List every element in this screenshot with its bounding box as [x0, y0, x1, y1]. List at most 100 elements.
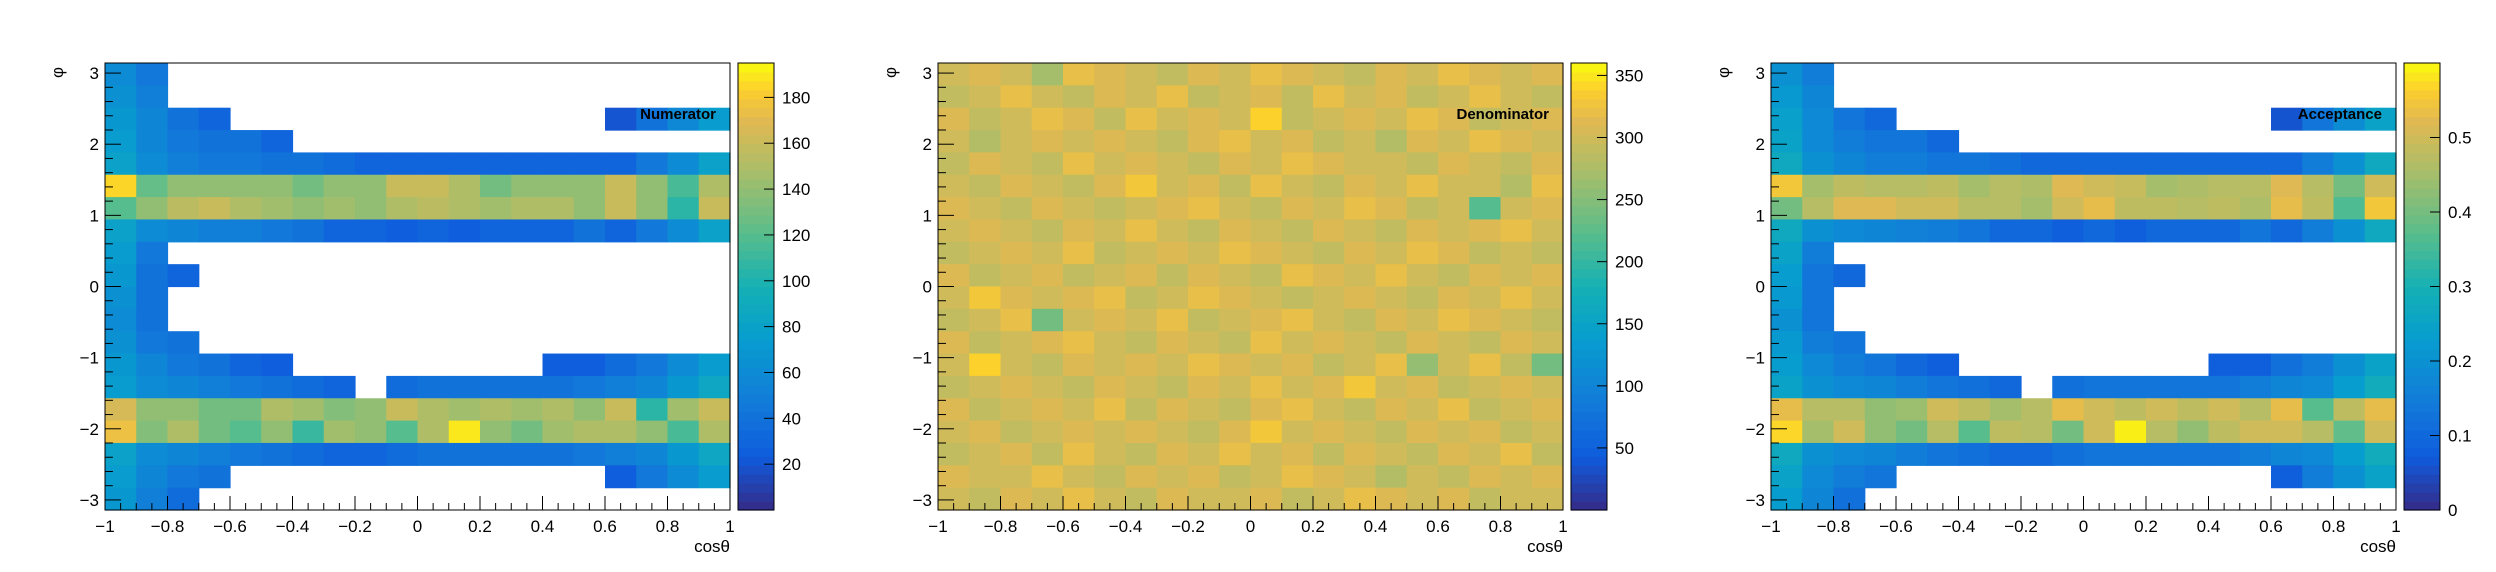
colorbar-segment	[1571, 214, 1607, 225]
heatmap-cell	[1833, 264, 1866, 288]
x-tick-label: 0.4	[2197, 517, 2221, 536]
heatmap-cell	[1406, 219, 1439, 243]
heatmap-cell	[636, 219, 669, 243]
heatmap-cell	[1281, 219, 1314, 243]
heatmap-cell	[1344, 174, 1377, 198]
heatmap-cell	[2364, 353, 2397, 377]
heatmap-cell	[1469, 487, 1502, 511]
heatmap-cell	[542, 442, 575, 466]
heatmap-cell	[1063, 442, 1095, 466]
colorbar-segment	[2404, 89, 2440, 100]
heatmap-cell	[1344, 264, 1377, 288]
y-axis-title: φ	[1714, 67, 1733, 78]
heatmap-cell	[198, 375, 231, 399]
heatmap-cell	[2271, 152, 2303, 176]
heatmap-cell	[136, 353, 169, 377]
colorbar-segment	[2404, 80, 2440, 91]
heatmap-cell	[1406, 152, 1439, 176]
colorbar-tick-label: 0.1	[2448, 427, 2472, 446]
heatmap-cell	[542, 375, 575, 399]
heatmap-cell	[1281, 375, 1314, 399]
heatmap-cell	[1864, 398, 1897, 422]
heatmap-panel-3: −1 −0.8 −0.6 −0.4 −0.2 0 0.2 0.4 0.6 0.8 1 −3 −2 −1 0 1…	[1714, 62, 2472, 556]
heatmap-cell	[1531, 286, 1564, 310]
heatmap-cell	[1438, 130, 1470, 153]
heatmap-cell	[1188, 63, 1220, 86]
colorbar-segment	[738, 420, 774, 431]
heatmap-cell	[323, 442, 356, 466]
colorbar-tick-label: 80	[782, 318, 801, 337]
heatmap-cell	[1531, 241, 1564, 265]
x-tick-label: −0.8	[151, 517, 185, 536]
heatmap-cell	[1281, 465, 1314, 489]
colorbar-segment	[1571, 393, 1607, 404]
heatmap-cell	[1375, 420, 1408, 444]
heatmap-cell	[1438, 465, 1470, 489]
heatmap-cell	[2239, 420, 2272, 444]
heatmap-cell	[1188, 107, 1220, 131]
heatmap-cell	[1500, 375, 1533, 399]
heatmap-cell	[230, 442, 262, 466]
colorbar-segment	[1571, 223, 1607, 234]
heatmap-cell	[1406, 264, 1439, 288]
heatmap-cell	[1094, 241, 1127, 265]
heatmap-cell	[698, 375, 731, 399]
heatmap-cell	[938, 308, 970, 332]
heatmap-cell	[1281, 152, 1314, 176]
heatmap-cell	[1438, 264, 1470, 288]
colorbar-segment	[2404, 197, 2440, 207]
colorbar-segment	[1571, 340, 1607, 350]
heatmap-cell	[167, 264, 200, 288]
heatmap-cell	[2302, 197, 2335, 221]
heatmap-cell	[1344, 197, 1377, 221]
heatmap-cell	[1125, 465, 1158, 489]
x-tick-label: 0.4	[1364, 517, 1388, 536]
heatmap-cell	[1344, 487, 1377, 511]
heatmap-cell	[261, 174, 294, 198]
heatmap-cell	[198, 353, 231, 377]
heatmap-cell	[1094, 375, 1127, 399]
heatmap-cell	[1833, 331, 1866, 355]
heatmap-cell	[698, 353, 731, 377]
heatmap-cell	[938, 375, 970, 399]
heatmap-cell	[1281, 197, 1314, 221]
colorbar-segment	[1571, 465, 1607, 475]
heatmap-cell	[1000, 308, 1033, 332]
heatmap-cell	[938, 465, 970, 489]
heatmap-cell	[1896, 197, 1928, 221]
heatmap-cell	[1802, 442, 1835, 466]
heatmap-cell	[480, 152, 512, 176]
heatmap-cell	[1833, 487, 1866, 511]
heatmap-cell	[1188, 241, 1220, 265]
heatmap-cell	[167, 130, 200, 153]
heatmap-cell	[969, 308, 1002, 332]
heatmap-cell	[1188, 487, 1220, 511]
heatmap-cell	[1833, 174, 1866, 198]
heatmap-cell	[1771, 286, 1803, 310]
heatmap-cell	[1094, 85, 1127, 109]
heatmap-cell	[1250, 353, 1283, 377]
heatmap-cell	[2114, 398, 2147, 422]
colorbar-segment	[2404, 143, 2440, 153]
heatmap-cell	[230, 353, 262, 377]
heatmap-cell	[636, 398, 669, 422]
heatmap-cell	[1156, 353, 1189, 377]
colorbar-segment	[1571, 161, 1607, 171]
heatmap-cell	[2146, 375, 2178, 399]
heatmap-cell	[1469, 353, 1502, 377]
heatmap-cell	[2364, 219, 2397, 243]
heatmap-cell	[969, 219, 1002, 243]
heatmap-cell	[969, 241, 1002, 265]
heatmap-cell	[605, 174, 637, 198]
heatmap-cell	[1000, 130, 1033, 153]
heatmap-cell	[1156, 465, 1189, 489]
heatmap-cell	[105, 264, 137, 288]
heatmap-cell	[573, 219, 606, 243]
heatmap-cell	[1500, 197, 1533, 221]
heatmap-cell	[417, 219, 450, 243]
heatmap-cell	[1031, 107, 1064, 131]
heatmap-cell	[938, 398, 970, 422]
colorbar-segment	[1571, 366, 1607, 377]
heatmap-cell	[1927, 375, 1960, 399]
heatmap-cell	[1000, 465, 1033, 489]
